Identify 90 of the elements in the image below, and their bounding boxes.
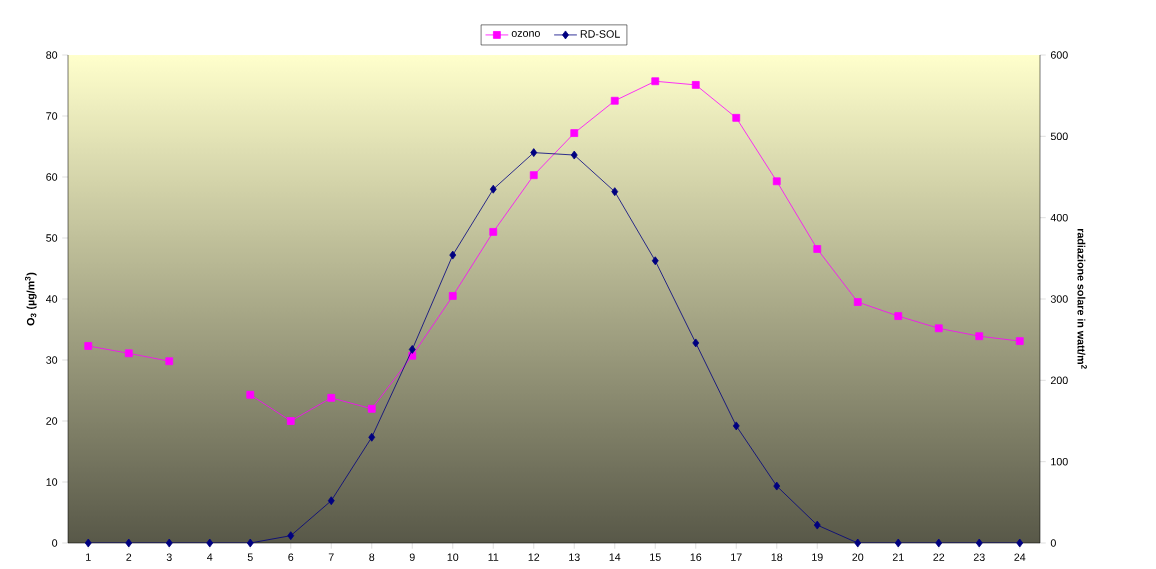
x-tick-label: 2 (126, 553, 132, 561)
x-tick-label: 14 (609, 553, 621, 561)
point (165, 357, 174, 366)
point (1015, 337, 1024, 345)
point (813, 245, 822, 253)
x-tick-label: 23 (973, 553, 985, 561)
point (287, 531, 295, 541)
y2-tick-label: 600 (1050, 51, 1068, 59)
point (853, 298, 862, 306)
point (449, 250, 457, 260)
x-tick-label: 10 (447, 553, 459, 561)
x-tick-label: 18 (771, 553, 783, 561)
point (408, 345, 416, 354)
point (84, 342, 93, 350)
point (732, 421, 740, 431)
x-tick-label: 1 (86, 553, 91, 561)
point (813, 520, 821, 530)
point (611, 187, 619, 197)
y-tick-label: 10 (46, 478, 58, 486)
point (610, 96, 619, 105)
x-tick-label: 3 (166, 553, 172, 561)
point (286, 417, 295, 425)
point (530, 148, 538, 158)
legend-label: RD-SOL (580, 30, 620, 38)
x-tick-label: 12 (528, 553, 540, 561)
point (975, 332, 984, 341)
point (692, 338, 700, 348)
point (894, 538, 902, 548)
point (935, 538, 943, 548)
point (854, 538, 862, 548)
x-tick-label: 11 (488, 553, 499, 561)
y2-tick-label: 200 (1050, 376, 1068, 385)
y2-tick-label: 100 (1051, 457, 1068, 466)
point (773, 481, 781, 491)
point (894, 312, 903, 320)
y-tick-label: 0 (52, 539, 58, 547)
point (489, 184, 497, 194)
legend-label: ozono (511, 31, 540, 37)
x-tick-label: 17 (731, 553, 742, 561)
point (1016, 538, 1024, 548)
x-tick-label: 22 (933, 553, 945, 561)
x-tick-label: 6 (288, 553, 294, 561)
point (327, 496, 335, 506)
point (732, 113, 741, 122)
point (570, 129, 579, 137)
y-tick-label: 40 (45, 295, 58, 303)
x-tick-label: 9 (409, 553, 415, 561)
point (206, 538, 214, 548)
y2-tick-label: 0 (1050, 539, 1056, 547)
point (368, 432, 376, 442)
x-tick-label: 5 (247, 553, 253, 561)
x-tick-label: 24 (1014, 553, 1026, 561)
point (246, 538, 254, 548)
y-tick-label: 60 (46, 173, 58, 181)
y2-tick-label: 400 (1050, 213, 1068, 222)
point (651, 256, 659, 266)
y-tick-label: 30 (46, 356, 58, 364)
y-axis-title: O$_{3}$ (µg/m$^{3}$) (24, 272, 37, 326)
point (934, 324, 943, 333)
point (124, 349, 133, 358)
y2-tick-label: 300 (1050, 295, 1068, 303)
x-tick-label: 19 (812, 553, 823, 561)
point (327, 393, 336, 402)
point (84, 538, 92, 548)
y-tick-label: 70 (46, 112, 58, 120)
point (125, 538, 133, 548)
y2-axis-title: radiazione solare in watt/m$^{2}$ (1077, 228, 1087, 369)
point (246, 390, 255, 399)
x-tick-label: 15 (650, 553, 661, 561)
point (165, 538, 173, 548)
point (529, 171, 538, 180)
x-tick-label: 7 (328, 553, 334, 561)
x-tick-label: 16 (690, 553, 702, 561)
x-tick-label: 8 (369, 553, 375, 561)
point (772, 177, 781, 186)
x-tick-label: 4 (207, 553, 213, 561)
point (448, 292, 457, 300)
y2-tick-label: 500 (1050, 132, 1068, 141)
x-tick-label: 13 (569, 553, 580, 561)
x-tick-label: 20 (852, 553, 864, 561)
point (651, 77, 660, 86)
point (691, 81, 700, 89)
point (367, 404, 376, 413)
y-tick-label: 50 (46, 234, 58, 242)
point (489, 228, 498, 236)
y-tick-label: 80 (46, 51, 58, 59)
point (975, 538, 983, 548)
point (570, 150, 578, 160)
y-tick-label: 20 (46, 417, 58, 425)
x-tick-label: 21 (892, 553, 904, 561)
